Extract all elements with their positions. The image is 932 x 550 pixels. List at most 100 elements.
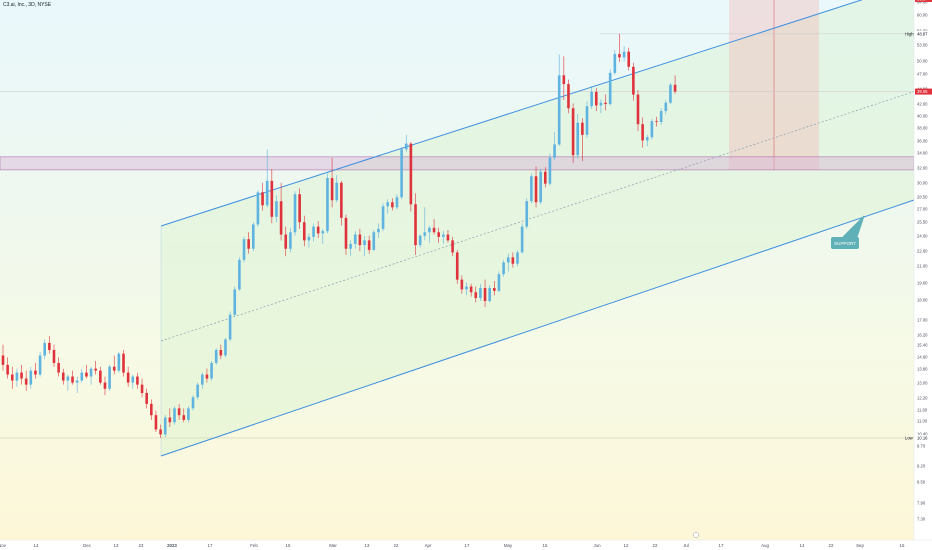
candle <box>553 131 556 161</box>
candle <box>1 344 5 371</box>
candle-body <box>363 240 366 246</box>
price-tick-label: 11.60 <box>917 408 928 413</box>
candle <box>599 99 603 114</box>
candle <box>284 226 288 257</box>
candle <box>363 235 366 257</box>
time-tick-label: Feb <box>250 543 258 548</box>
price-tick-label: 7.90 <box>917 501 926 506</box>
candle-body <box>94 368 97 371</box>
candle-body <box>530 176 533 202</box>
price-tick-label: 10.40 <box>917 432 928 437</box>
candle-body <box>442 234 445 237</box>
candle <box>251 222 255 252</box>
candle <box>367 235 371 254</box>
candle-body <box>302 222 306 241</box>
candle <box>228 311 232 342</box>
candle-body <box>335 182 339 201</box>
candle <box>20 364 23 385</box>
candle <box>627 47 631 71</box>
channel-upper-line <box>160 0 863 227</box>
candle-body <box>122 353 125 373</box>
candle-body <box>669 84 672 103</box>
candle <box>256 190 260 227</box>
candle <box>442 231 445 244</box>
candle <box>594 87 598 112</box>
time-tick-label: 22 <box>653 543 658 548</box>
candle-body <box>367 240 371 250</box>
price-tick-label: 40.00 <box>917 114 928 119</box>
candle <box>330 157 334 208</box>
price-tick-label: 53.00 <box>917 43 928 48</box>
candle-body <box>594 91 598 106</box>
candle <box>377 223 380 239</box>
price-tick-label: 11.00 <box>917 419 928 424</box>
candle-body <box>159 429 162 435</box>
candle-body <box>567 84 570 109</box>
price-tick-label: 7.30 <box>917 517 926 522</box>
candle <box>61 368 65 385</box>
support-zone <box>0 156 915 171</box>
candle <box>57 357 60 377</box>
price-axis-bg <box>914 0 932 550</box>
candle-body <box>140 384 144 393</box>
candle <box>664 99 668 115</box>
candle <box>316 221 320 239</box>
candle-body <box>553 144 556 158</box>
candle <box>168 408 172 428</box>
candle <box>636 89 640 132</box>
candle <box>163 415 167 437</box>
price-badge-low: 10.16 <box>915 434 932 441</box>
candle <box>159 424 162 438</box>
candle-body <box>307 236 311 241</box>
candle-body <box>43 342 47 356</box>
candle-body <box>89 368 93 377</box>
candle <box>275 195 278 223</box>
candle-body <box>349 243 352 249</box>
candle-body <box>10 374 14 381</box>
candle-body <box>386 202 390 207</box>
candle <box>437 227 440 243</box>
candle-body <box>270 180 274 217</box>
candle-body <box>469 286 473 293</box>
candle-body <box>520 226 524 253</box>
candle <box>604 94 607 111</box>
candle <box>497 271 501 293</box>
support-callout-box <box>831 237 859 249</box>
candle-body <box>38 355 42 375</box>
candle-body <box>57 362 60 373</box>
candle-body <box>479 287 482 299</box>
candle <box>6 357 9 379</box>
candle-body <box>298 194 301 223</box>
candle <box>673 75 677 94</box>
price-tick-label: 9.70 <box>917 444 926 449</box>
candle <box>89 366 93 385</box>
candle <box>590 86 593 109</box>
candle <box>358 228 362 252</box>
candle <box>618 33 621 63</box>
candle <box>224 337 227 358</box>
price-tick-label: 19.60 <box>917 281 928 286</box>
candle-body <box>474 292 478 299</box>
candle <box>520 223 524 254</box>
candle-body <box>126 372 130 383</box>
candle <box>289 227 292 253</box>
candle-body <box>279 201 283 235</box>
candle <box>418 234 422 248</box>
candle <box>469 283 473 297</box>
candle-body <box>548 157 552 184</box>
candle <box>460 275 464 294</box>
candle <box>126 366 130 387</box>
candle-body <box>251 224 255 249</box>
candle <box>659 108 663 125</box>
candle-body <box>608 72 612 105</box>
candle-body <box>516 252 519 264</box>
candle <box>488 285 491 303</box>
candle-body <box>205 374 209 379</box>
price-tick-label: 47.00 <box>917 72 928 77</box>
price-badge-bg <box>915 30 932 37</box>
candle-body <box>465 286 468 290</box>
candle <box>238 257 241 291</box>
time-tick-label: Jul <box>683 543 689 548</box>
candle-body <box>228 314 232 340</box>
